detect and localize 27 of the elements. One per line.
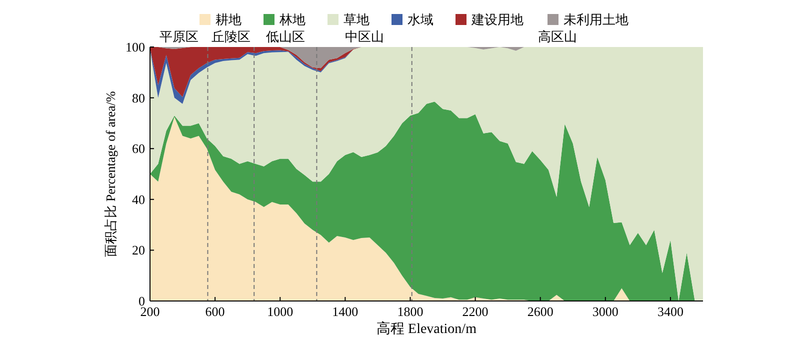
legend-label: 耕地 <box>216 13 242 28</box>
x-tick-label: 600 <box>205 304 225 319</box>
legend-label: 水域 <box>408 13 434 28</box>
x-tick-label: 2600 <box>527 304 554 319</box>
x-tick-label: 1800 <box>397 304 424 319</box>
x-tick-label: 2200 <box>462 304 488 319</box>
y-tick-label: 100 <box>126 40 145 54</box>
text: 中区山 <box>344 29 384 44</box>
y-tick-label: 80 <box>132 90 145 106</box>
legend-label: 未利用土地 <box>564 13 628 28</box>
text: 丘陵区 <box>211 29 250 44</box>
x-tick-label: 1000 <box>267 304 294 319</box>
y-tick-label: 40 <box>132 192 145 207</box>
x-tick-label: 3000 <box>592 304 618 319</box>
y-tick-label: 60 <box>132 141 145 156</box>
y-tick-label: 0 <box>138 294 145 308</box>
text: 平原区 <box>159 29 198 44</box>
text: 低山区 <box>266 29 305 44</box>
legend-label: 草地 <box>344 13 370 28</box>
y-tick-label: 20 <box>132 242 145 258</box>
x-axis-title: 高程 Elevation/m <box>376 321 477 337</box>
x-tick-label: 1400 <box>332 304 358 319</box>
legend-label: 建设用地 <box>470 13 524 28</box>
legend-label: 林地 <box>278 13 306 28</box>
y-axis-title: 面积占比 Percentage of area/% <box>103 90 118 257</box>
x-tick-label: 3400 <box>657 304 684 319</box>
text: 高区山 <box>538 29 577 44</box>
